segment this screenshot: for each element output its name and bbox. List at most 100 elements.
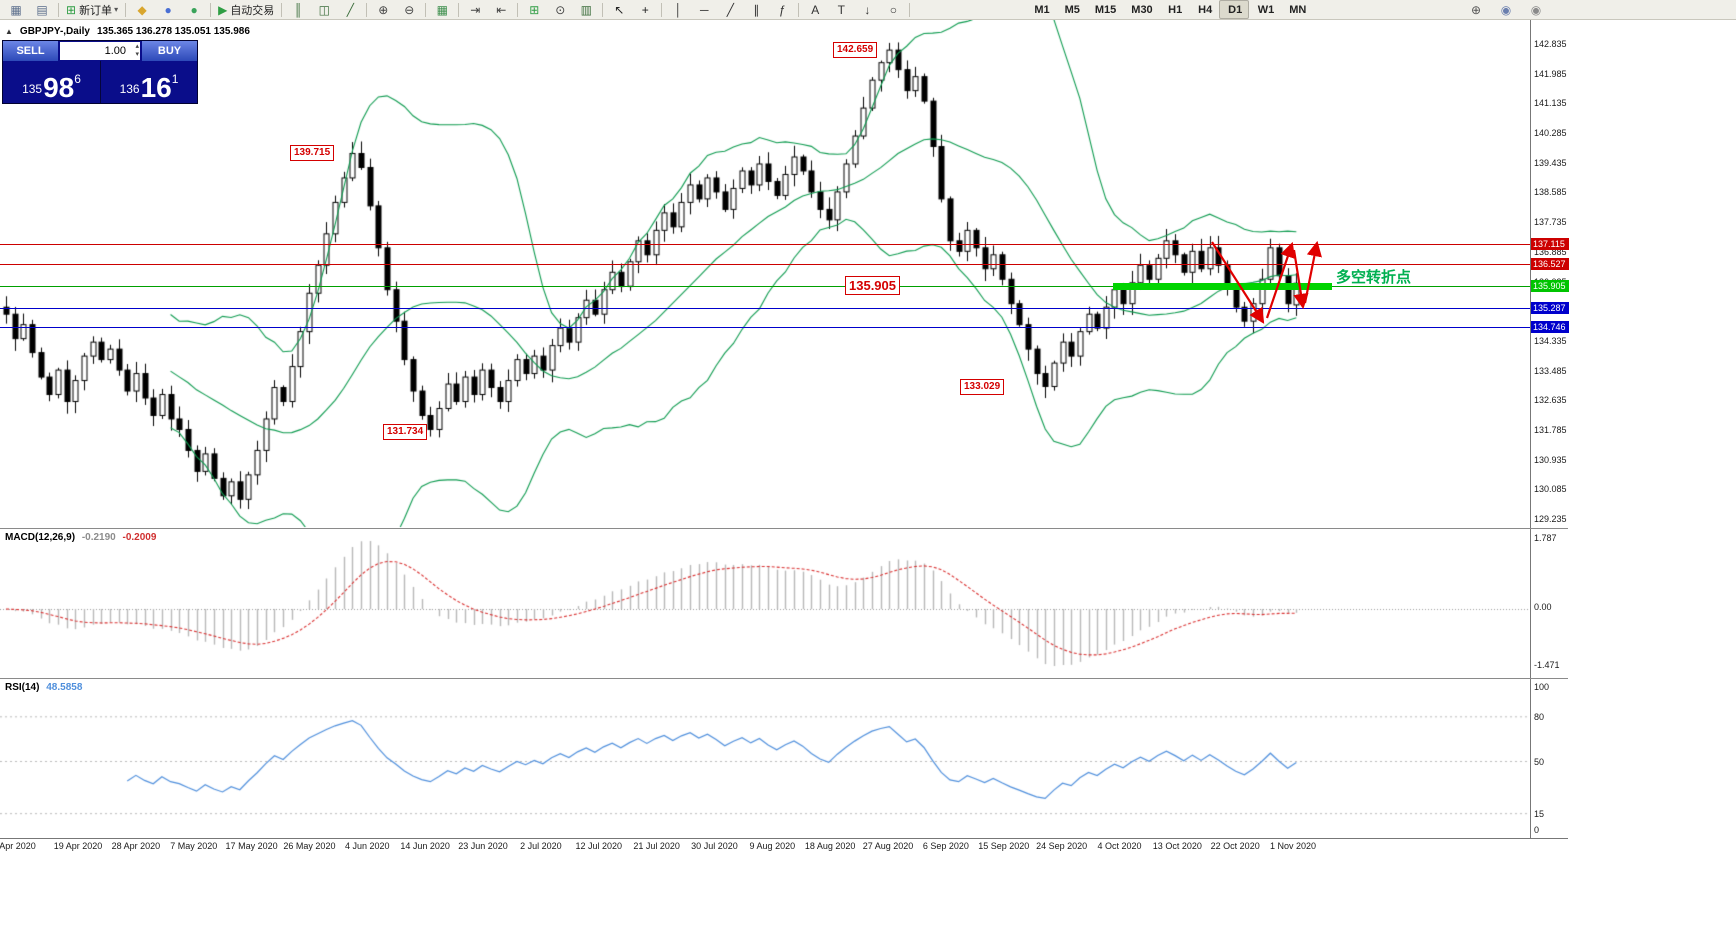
price-chart-canvas[interactable] bbox=[0, 20, 1530, 852]
timeframe-h4[interactable]: H4 bbox=[1189, 0, 1219, 19]
price-tick: 133.485 bbox=[1534, 366, 1567, 376]
toolbar-group-chart-types: ║ ◫ ╱ bbox=[285, 0, 363, 19]
chart-shift-icon[interactable]: ⇤ bbox=[488, 0, 514, 19]
globe-status-icon[interactable]: ◉ bbox=[1493, 0, 1519, 19]
price-tick: 132.635 bbox=[1534, 395, 1567, 405]
date-tick: 7 May 2020 bbox=[170, 841, 218, 851]
toolbar-group-zoom: ⊕ ⊖ bbox=[370, 0, 422, 19]
volume-up-icon[interactable]: ▴ bbox=[135, 43, 139, 50]
turning-point-annotation-text[interactable]: 多空转折点 bbox=[1336, 269, 1412, 286]
volume-down-icon[interactable]: ▾ bbox=[135, 51, 139, 58]
zoom-in-icon[interactable]: ⊕ bbox=[370, 0, 396, 19]
candlestick-chart-icon[interactable]: ◫ bbox=[311, 0, 337, 19]
sell-price-display[interactable]: 135 98 6 bbox=[3, 61, 100, 103]
clock-status-icon[interactable]: ◉ bbox=[1523, 0, 1549, 19]
price-tag-137.115: 137.115 bbox=[1531, 238, 1569, 250]
horizontal-line-136.527[interactable] bbox=[0, 264, 1530, 265]
timeframe-m1[interactable]: M1 bbox=[1025, 0, 1055, 19]
new-chart-icon[interactable]: ▦ bbox=[3, 0, 29, 19]
horizontal-line-135.905[interactable] bbox=[0, 286, 1530, 287]
price-tick: 142.835 bbox=[1534, 39, 1567, 49]
metaeditor-icon[interactable]: ◆ bbox=[129, 0, 155, 19]
timeframe-h1-label: H1 bbox=[1168, 3, 1183, 16]
shapes-icon[interactable]: ○ bbox=[880, 0, 906, 19]
toolbar-group-cursor-tools: ↖ + bbox=[606, 0, 658, 19]
tile-windows-icon[interactable]: ▦ bbox=[429, 0, 455, 19]
date-tick: 23 Jun 2020 bbox=[458, 841, 508, 851]
panel-separator-rsi[interactable] bbox=[0, 678, 1568, 679]
date-tick: 4 Jun 2020 bbox=[345, 841, 390, 851]
support-zone-thick-line[interactable] bbox=[1113, 283, 1332, 290]
sell-button[interactable]: SELL bbox=[3, 41, 58, 61]
timeframe-h1[interactable]: H1 bbox=[1159, 0, 1189, 19]
metaeditor-icon: ◆ bbox=[137, 2, 147, 17]
panel-separator-macd[interactable] bbox=[0, 528, 1568, 529]
toolbar-group-chart-tools: ⊞ ⊙ ▥ bbox=[521, 0, 599, 19]
new-order-button[interactable]: ⊞ 新订单 ▾ bbox=[62, 0, 122, 19]
price-callout-131.734[interactable]: 131.734 bbox=[383, 424, 428, 440]
volume-spinner: ▴ ▾ bbox=[135, 43, 139, 59]
text-icon[interactable]: A bbox=[802, 0, 828, 19]
templates-icon[interactable]: ▥ bbox=[573, 0, 599, 19]
price-tick: 141.135 bbox=[1534, 98, 1567, 108]
fibonacci-icon[interactable]: ƒ bbox=[769, 0, 795, 19]
toolbar-group-autotrading: ▶ 自动交易 bbox=[214, 0, 278, 19]
buy-button[interactable]: BUY bbox=[142, 41, 197, 61]
clock-status-icon: ◉ bbox=[1530, 2, 1542, 17]
auto-scroll-icon[interactable]: ⇥ bbox=[462, 0, 488, 19]
toolbar-group-timeframes: M1 M5 M15 M30 H1 H4 D1 W1 MN bbox=[1025, 0, 1312, 19]
rsi-name: RSI(14) bbox=[5, 682, 40, 693]
timeframe-m30[interactable]: M30 bbox=[1122, 0, 1158, 19]
horizontal-line-137.115[interactable] bbox=[0, 244, 1530, 245]
date-tick: 22 Oct 2020 bbox=[1210, 841, 1260, 851]
periods-icon: ⊙ bbox=[555, 2, 566, 17]
timeframe-w1[interactable]: W1 bbox=[1249, 0, 1281, 19]
trendline-icon[interactable]: ╱ bbox=[717, 0, 743, 19]
time-axis[interactable]: 8 Apr 2020 19 Apr 2020 28 Apr 2020 7 May 20… bbox=[0, 838, 1568, 853]
price-tick: 131.785 bbox=[1534, 425, 1567, 435]
line-chart-icon[interactable]: ╱ bbox=[337, 0, 363, 19]
arrow-object-icon[interactable]: ↓ bbox=[854, 0, 880, 19]
symbol-period-label: GBPJPY-,Daily bbox=[19, 26, 90, 37]
horizontal-line-134.746[interactable] bbox=[0, 327, 1530, 328]
equidistant-channel-icon[interactable]: ∥ bbox=[743, 0, 769, 19]
price-callout-139.715[interactable]: 139.715 bbox=[290, 145, 335, 161]
periods-icon[interactable]: ⊙ bbox=[547, 0, 573, 19]
date-tick: 12 Jul 2020 bbox=[575, 841, 623, 851]
price-callout-135.905[interactable]: 135.905 bbox=[845, 276, 900, 295]
trend-arrows-annotation[interactable] bbox=[0, 20, 1530, 852]
horizontal-line-icon[interactable]: ─ bbox=[691, 0, 717, 19]
volume-input[interactable]: 1.00 ▴ ▾ bbox=[60, 42, 140, 60]
zoom-in-icon: ⊕ bbox=[378, 2, 389, 17]
zoom-out-icon[interactable]: ⊖ bbox=[396, 0, 422, 19]
profiles-icon[interactable]: ▤ bbox=[29, 0, 55, 19]
autotrading-button[interactable]: ▶ 自动交易 bbox=[214, 0, 278, 19]
timeframe-m15[interactable]: M15 bbox=[1086, 0, 1122, 19]
toolbar-separator bbox=[661, 2, 663, 17]
buy-price-display[interactable]: 136 16 1 bbox=[100, 61, 197, 103]
toolbar-group-order: ⊞ 新订单 ▾ bbox=[62, 0, 122, 19]
horizontal-line-135.287[interactable] bbox=[0, 308, 1530, 309]
bar-chart-icon[interactable]: ║ bbox=[285, 0, 311, 19]
toolbar-separator bbox=[909, 2, 911, 17]
collapse-trade-panel-icon[interactable]: ▲ bbox=[5, 27, 13, 36]
price-tag-134.746: 134.746 bbox=[1531, 321, 1569, 333]
autotrading-button: ▶ bbox=[218, 2, 228, 17]
price-callout-142.659[interactable]: 142.659 bbox=[833, 42, 878, 58]
indicators-icon[interactable]: ⊞ bbox=[521, 0, 547, 19]
crosshair-icon[interactable]: + bbox=[632, 0, 658, 19]
cursor-icon[interactable]: ↖ bbox=[606, 0, 632, 19]
timeframe-d1[interactable]: D1 bbox=[1218, 0, 1249, 19]
vertical-line-icon[interactable]: │ bbox=[665, 0, 691, 19]
price-axis[interactable]: 1.787 0.00 -1.471 100 80 50 15 0 137.115 136.527 1… bbox=[1530, 20, 1569, 838]
timeframe-m5[interactable]: M5 bbox=[1056, 0, 1086, 19]
alerts-icon[interactable]: ● bbox=[181, 0, 207, 19]
magnifier-plus-icon[interactable]: ⊕ bbox=[1463, 0, 1489, 19]
app-store-icon[interactable]: ● bbox=[155, 0, 181, 19]
date-tick: 28 Apr 2020 bbox=[111, 841, 161, 851]
timeframe-mn[interactable]: MN bbox=[1280, 0, 1312, 19]
price-callout-133.029[interactable]: 133.029 bbox=[960, 379, 1005, 395]
globe-status-icon: ◉ bbox=[1500, 2, 1512, 17]
price-tag-135.287: 135.287 bbox=[1531, 302, 1569, 314]
text-label-icon[interactable]: T bbox=[828, 0, 854, 19]
